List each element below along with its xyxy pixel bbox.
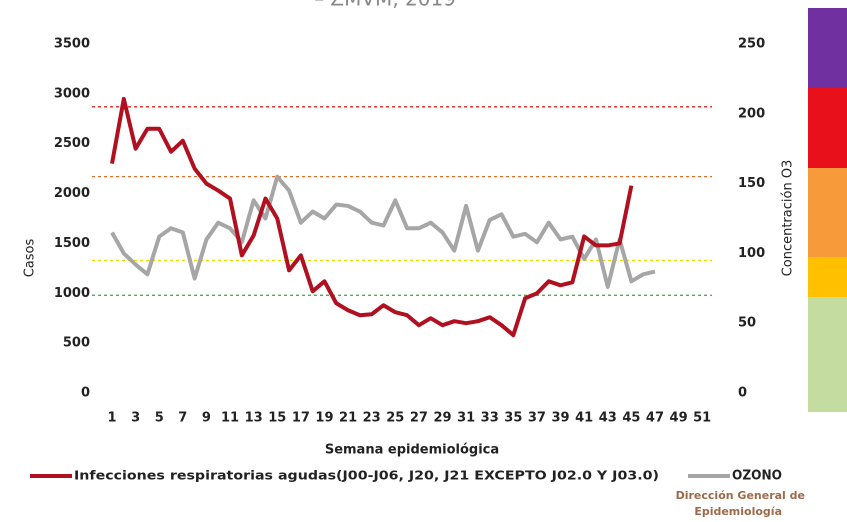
legend-label: Infecciones respiratorias agudas(J00-J06… bbox=[74, 469, 659, 483]
legend-label: OZONO bbox=[732, 469, 782, 484]
level-band bbox=[808, 257, 847, 297]
x-tick-label: 1 bbox=[107, 411, 116, 426]
x-tick-label: 27 bbox=[410, 411, 428, 426]
x-tick-label: 9 bbox=[202, 411, 211, 426]
y-tick-label: 500 bbox=[63, 336, 90, 351]
y-tick-label: 2000 bbox=[54, 186, 90, 201]
x-tick-label: 3 bbox=[131, 411, 140, 426]
y-tick-label: 2500 bbox=[54, 136, 90, 151]
x-tick-label: 31 bbox=[457, 411, 475, 426]
x-tick-label: 7 bbox=[178, 411, 187, 426]
y-tick-label: 3000 bbox=[54, 86, 90, 101]
level-band bbox=[808, 168, 847, 257]
data-line bbox=[110, 96, 634, 338]
y2-tick-label: 100 bbox=[738, 246, 765, 261]
x-tick-label: 37 bbox=[528, 411, 546, 426]
x-tick-label: 19 bbox=[315, 411, 333, 426]
x-tick-label: 17 bbox=[292, 411, 310, 426]
level-band bbox=[808, 8, 847, 88]
x-tick-label: 5 bbox=[155, 411, 164, 426]
y2-tick-label: 0 bbox=[738, 386, 747, 401]
y2-tick-label: 50 bbox=[738, 316, 756, 331]
x-tick-label: 45 bbox=[622, 411, 640, 426]
x-tick-label: 39 bbox=[552, 411, 570, 426]
y-tick-label: 1500 bbox=[54, 236, 90, 251]
x-tick-label: 21 bbox=[339, 411, 357, 426]
y-axis-label: Casos bbox=[23, 239, 38, 278]
x-tick-label: 23 bbox=[363, 411, 381, 426]
y2-tick-label: 150 bbox=[738, 176, 765, 191]
x-axis-label: Semana epidemiológica bbox=[325, 443, 499, 458]
x-tick-label: 35 bbox=[504, 411, 522, 426]
y-tick-label: 0 bbox=[81, 386, 90, 401]
y-tick-label: 3500 bbox=[54, 37, 90, 52]
level-band bbox=[808, 88, 847, 168]
x-tick-label: 51 bbox=[693, 411, 711, 426]
x-tick-label: 33 bbox=[481, 411, 499, 426]
data-line bbox=[110, 174, 656, 289]
x-tick-label: 47 bbox=[646, 411, 664, 426]
footer-text: Epidemiología bbox=[694, 505, 782, 518]
y2-tick-label: 200 bbox=[738, 106, 765, 121]
level-band bbox=[808, 297, 847, 412]
x-tick-label: 41 bbox=[575, 411, 593, 426]
y2-tick-label: 250 bbox=[738, 37, 765, 52]
x-tick-label: 13 bbox=[245, 411, 263, 426]
x-tick-label: 49 bbox=[670, 411, 688, 426]
footer-text: Dirección General de bbox=[676, 489, 805, 502]
x-tick-label: 43 bbox=[599, 411, 617, 426]
x-tick-label: 29 bbox=[433, 411, 451, 426]
x-tick-label: 15 bbox=[268, 411, 286, 426]
chart-title: – ZMVM, 2019 bbox=[314, 0, 456, 11]
x-tick-label: 11 bbox=[221, 411, 239, 426]
y-tick-label: 1000 bbox=[54, 286, 90, 301]
x-tick-label: 25 bbox=[386, 411, 404, 426]
y2-axis-label: Concentración O3 bbox=[781, 160, 796, 277]
